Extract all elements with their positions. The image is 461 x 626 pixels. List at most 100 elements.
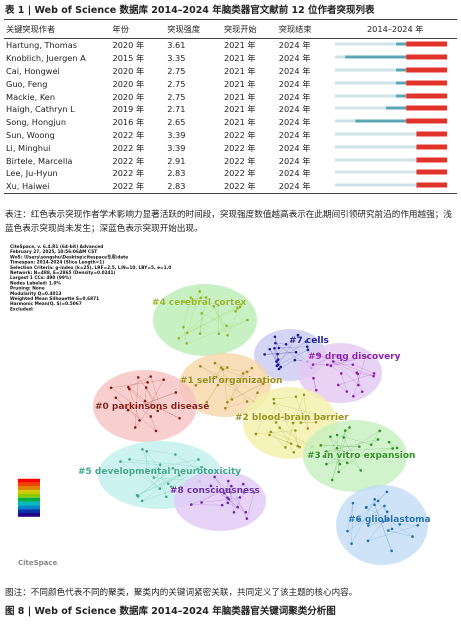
link: [387, 519, 413, 537]
node: [296, 444, 299, 448]
node: [339, 372, 343, 375]
link: [326, 448, 393, 465]
burst-cell: [333, 154, 457, 167]
node: [226, 488, 229, 491]
link: [273, 399, 300, 448]
link: [330, 436, 341, 465]
link: [227, 480, 229, 490]
node: [411, 535, 414, 538]
link: [276, 341, 306, 362]
link: [270, 431, 313, 448]
node: [269, 430, 273, 434]
node: [236, 505, 240, 509]
node: [357, 383, 360, 387]
node: [364, 355, 367, 359]
node: [369, 443, 373, 446]
link: [159, 464, 167, 497]
link: [317, 354, 358, 374]
link: [293, 416, 325, 424]
node: [213, 361, 217, 365]
node: [336, 383, 340, 387]
cell: 2022 年: [223, 129, 256, 140]
link: [353, 356, 366, 397]
link: [279, 427, 294, 453]
node: [385, 510, 389, 513]
legend-stripe: [18, 513, 40, 517]
cluster-label: #6 glioblastoma: [348, 515, 431, 525]
node: [227, 498, 231, 501]
node: [294, 350, 298, 354]
burst-bar: [335, 157, 448, 163]
burst-segment: [416, 182, 448, 188]
cell: 2020 年: [112, 40, 145, 51]
link: [273, 403, 277, 423]
cell: Li, Minghui: [6, 142, 51, 153]
node: [128, 458, 131, 461]
burst-base: [335, 145, 448, 149]
cell: 2022 年: [223, 168, 256, 179]
node: [275, 360, 278, 363]
link: [387, 511, 393, 529]
cell: Knoblich, Juergen A: [6, 53, 86, 64]
cluster-label: #4 cerebral cortex: [152, 298, 246, 308]
cell: Guo, Feng: [6, 78, 48, 89]
link: [129, 388, 149, 408]
info-line: Pruning: None: [10, 286, 45, 292]
cell: 3.39: [167, 142, 186, 153]
link: [186, 319, 248, 344]
node: [306, 427, 310, 430]
node: [383, 504, 386, 508]
link: [201, 499, 229, 503]
link: [276, 349, 308, 366]
burst-segment: [416, 169, 448, 175]
info-line: WoS: \Users\songshu\Desktop\citespace专用\…: [10, 253, 128, 260]
node: [351, 501, 355, 505]
link: [351, 503, 354, 544]
link: [274, 336, 279, 360]
node: [245, 400, 249, 403]
node: [200, 311, 204, 315]
node: [140, 499, 144, 503]
burst-segment: [406, 80, 448, 86]
node: [220, 503, 224, 507]
node: [284, 446, 287, 449]
link: [230, 367, 253, 382]
node: [298, 445, 302, 449]
burst-bar: [335, 80, 448, 86]
burst-cell: [333, 129, 457, 142]
link: [255, 415, 265, 434]
node: [204, 296, 208, 299]
node: [238, 305, 242, 309]
link: [367, 521, 384, 541]
link: [274, 336, 279, 349]
link: [358, 519, 369, 526]
cell: Lee, Ju-Hyun: [6, 168, 58, 179]
link: [275, 342, 287, 345]
link: [341, 356, 366, 360]
node: [226, 366, 229, 369]
cell: 2.91: [167, 155, 186, 166]
node: [348, 426, 351, 429]
node: [360, 390, 364, 393]
column-header: 突现开始: [221, 19, 277, 39]
active-segment: [396, 81, 407, 85]
burst-base: [335, 81, 448, 85]
node: [352, 394, 355, 398]
link: [218, 319, 248, 334]
link: [146, 459, 199, 470]
burst-bar: [335, 182, 448, 188]
cell: Sun, Woong: [6, 129, 55, 140]
node: [346, 529, 349, 533]
node: [323, 415, 327, 418]
burst-cell: [333, 52, 457, 65]
cell: 2015 年: [112, 53, 145, 64]
cell: 2021 年: [223, 117, 256, 128]
info-line: Nodes Labeled: 1.0%: [10, 280, 62, 286]
cell: 2.71: [167, 104, 186, 115]
column-header: 突现强度: [165, 19, 222, 39]
info-line: Harmonic Mean(Q, S)=0.5067: [10, 301, 82, 307]
column-header: 2014–2024 年: [333, 19, 457, 39]
cell: 2022 年: [112, 129, 145, 140]
node: [165, 495, 168, 499]
node: [189, 296, 193, 299]
